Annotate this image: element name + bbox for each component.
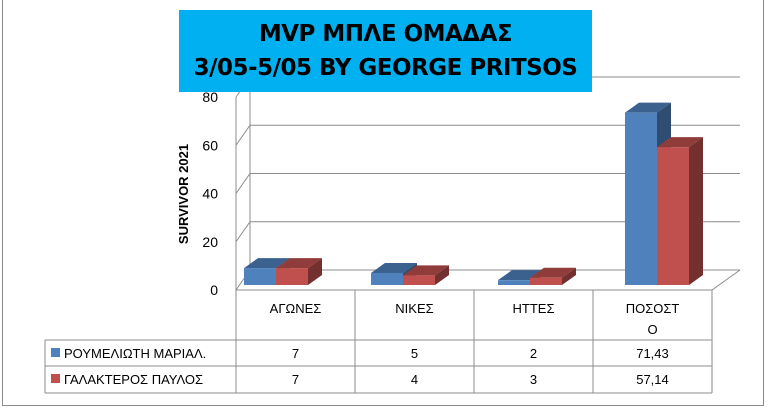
x-tick-label: ΠΟΣΟΣΤ [626,301,680,316]
x-tick-label: ΝΙΚΕΣ [395,301,433,316]
data-label: 7 [292,372,299,387]
bar-series-2 [403,275,435,285]
data-label: 5 [411,346,418,361]
legend-swatch [51,374,60,383]
data-label: 4 [411,372,418,387]
bar-top [276,258,322,269]
bar-series-1 [244,268,276,285]
y-tick-label: 60 [202,137,218,153]
y-tick-label: 0 [210,282,218,298]
y-tick-label: 80 [202,89,218,105]
y-axis-label: SURVIVOR 2021 [176,144,191,244]
x-tick-label: Ο [647,322,657,337]
data-label: 7 [292,346,299,361]
x-tick-label: ΗΤΤΕΣ [513,301,555,316]
y-tick-label: 20 [202,234,218,250]
bar-series-1 [498,280,530,285]
bar-top [244,258,290,269]
bar-series-2 [657,147,689,285]
chart-frame [2,0,764,406]
bar-side [308,258,322,285]
bar-top [657,137,703,148]
x-tick-label: ΑΓΩΝΕΣ [270,301,322,316]
data-label: 3 [530,372,537,387]
bar-series-2 [276,268,308,285]
bar-top [625,102,671,113]
bar-side [689,137,703,285]
data-label: 2 [530,346,537,361]
bar-top [530,267,576,278]
legend-label: ΡΟΥΜΕΛΙΩΤΗ ΜΑΡΙΑΛ. [64,346,206,361]
chart-title-line-2: 3/05-5/05 BY GEORGE PRITSOS [193,55,578,81]
chart-title: MVP ΜΠΛΕ ΟΜΑΔΑΣ 3/05-5/05 BY GEORGE PRIT… [179,10,592,92]
legend-swatch [51,348,60,357]
bar-series-2 [530,277,562,285]
bar-side [435,265,449,285]
chart-title-line-1: MVP ΜΠΛΕ ΟΜΑΔΑΣ [258,21,513,47]
bar-series-1 [371,272,403,285]
data-label: 57,14 [636,372,669,387]
data-label: 71,43 [636,346,669,361]
bar-series-1 [625,112,657,285]
bar-side [562,267,576,285]
legend-label: ΓΑΛΑΚΤΕΡΟΣ ΠΑΥΛΟΣ [64,372,203,387]
y-tick-label: 40 [202,186,218,202]
bar-top [371,262,417,273]
bar-top [403,265,449,276]
